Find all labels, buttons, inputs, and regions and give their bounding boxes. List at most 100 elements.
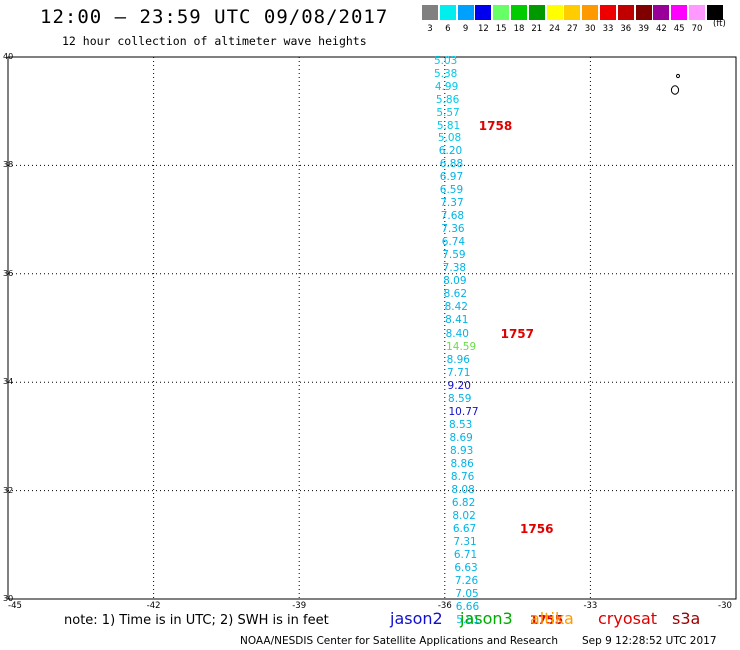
latitude-tick-label: 32: [3, 485, 14, 495]
swh-value: 7.38: [442, 262, 467, 275]
credit-text: NOAA/NESDIS Center for Satellite Applica…: [240, 635, 558, 647]
colorbar-label: 70: [691, 24, 703, 34]
colorbar-swatch: [493, 5, 510, 20]
map-frame: [7, 56, 737, 600]
chart-title: 12:00 – 23:59 UTC 09/08/2017: [40, 6, 389, 28]
colorbar-label: 12: [477, 24, 489, 34]
swh-value: 8.69: [449, 431, 473, 444]
colorbar-label: 45: [673, 24, 685, 34]
satellite-jason2: jason2: [390, 609, 443, 628]
swh-value: 8.02: [452, 509, 476, 522]
swh-value: 8.42: [444, 301, 468, 314]
swh-value: 4.99: [434, 81, 459, 94]
swh-value: 6.20: [438, 145, 463, 158]
latitude-tick-label: 36: [3, 268, 14, 278]
swh-value: 7.59: [442, 249, 466, 262]
longitude-tick-label: -33: [583, 601, 598, 611]
swh-value: 7.71: [447, 366, 471, 379]
swh-value: 6.63: [454, 561, 478, 574]
colorbar-label: 30: [584, 24, 596, 34]
latitude-tick-label: 34: [3, 377, 14, 387]
colorbar-swatch: [457, 5, 474, 20]
colorbar-swatch: [600, 5, 616, 20]
swh-value: 8.08: [451, 483, 475, 496]
swh-value: 5.38: [433, 68, 458, 81]
swh-value: 8.40: [445, 327, 469, 340]
colorbar-label: 9: [462, 24, 469, 34]
swh-value: 5.81: [456, 613, 480, 626]
pass-time-label: 1755: [529, 612, 564, 627]
latitude-tick-label: 40: [3, 52, 14, 61]
chart-subtitle: 12 hour collection of altimeter wave hei…: [62, 34, 367, 48]
swh-value: 5.81: [436, 119, 461, 132]
colorbar-swatch: [439, 5, 456, 20]
swh-value: 8.41: [445, 314, 469, 327]
swh-value: 7.31: [453, 535, 477, 548]
pass-time-label: 1757: [500, 326, 535, 341]
swh-value: 6.67: [452, 522, 477, 535]
longitude-tick-label: -30: [718, 601, 732, 611]
colorbar-swatch: [635, 5, 652, 20]
colorbar-swatch: [475, 5, 492, 20]
swh-value: 6.97: [439, 171, 464, 184]
swh-value: 10.77: [448, 405, 479, 418]
satellite-altika: altika: [530, 609, 574, 628]
swh-value: 6.71: [453, 548, 478, 561]
colorbar-label: 27: [566, 24, 578, 34]
colorbar-swatch: [528, 5, 545, 20]
swh-value: 6.59: [439, 184, 464, 197]
island-outline-icon: [670, 73, 680, 95]
swh-value: 7.68: [440, 210, 465, 223]
longitude-tick-label: -36: [437, 601, 452, 611]
colorbar-label: 18: [513, 24, 525, 34]
note-text: note: 1) Time is in UTC; 2) SWH is in fe…: [64, 613, 329, 628]
colorbar-label: 21: [531, 24, 543, 34]
colorbar-label: 42: [655, 24, 667, 34]
grid-lines: [8, 57, 736, 599]
swh-value: 5.57: [436, 106, 460, 119]
longitude-tick-label: -45: [8, 601, 22, 611]
pass-time-label: 1756: [520, 521, 554, 536]
colorbar-swatch: [689, 5, 705, 20]
colorbar-label: 36: [620, 24, 632, 34]
colorbar-label: 39: [638, 24, 649, 34]
colorbar-swatch: [546, 5, 563, 20]
satellite-cryosat: cryosat: [598, 609, 658, 628]
swh-value: 5.03: [433, 55, 458, 68]
swh-value: 7.36: [441, 223, 465, 236]
swh-value: 8.62: [443, 288, 468, 301]
swh-value: 6.66: [455, 600, 480, 613]
swh-value: 8.76: [450, 470, 475, 483]
longitude-tick-label: -39: [292, 601, 307, 611]
colorbar-label: 33: [602, 24, 614, 34]
swh-value: 8.93: [449, 444, 474, 457]
swh-value: 8.53: [448, 418, 473, 431]
swh-value: 5.86: [435, 94, 460, 107]
colorbar-label: 15: [495, 24, 507, 34]
colorbar-label: 3: [427, 24, 433, 34]
swh-value: 6.82: [451, 496, 476, 509]
swh-value: 6.88: [439, 158, 464, 171]
swh-value: 8.59: [448, 392, 472, 405]
colorbar-swatch: [564, 5, 581, 20]
longitude-tick-label: -42: [146, 601, 161, 611]
generated-timestamp: Sep 9 12:28:52 UTC 2017: [582, 635, 717, 647]
swh-value: 9.20: [447, 379, 471, 392]
satellite-s3a: s3a: [672, 609, 701, 628]
map-plot-area: [7, 56, 737, 600]
swh-value: 8.86: [450, 457, 474, 470]
swh-value: 7.26: [454, 574, 479, 587]
colorbar-swatch: [617, 5, 634, 20]
colorbar-swatch: [706, 5, 723, 20]
colorbar-swatch: [422, 5, 438, 20]
swh-value: 5.08: [437, 132, 462, 145]
colorbar-swatch: [671, 5, 688, 20]
colorbar-label: 6: [445, 24, 451, 34]
satellite-jason3: jason3: [460, 609, 513, 628]
swh-value: 7.37: [440, 197, 464, 210]
colorbar-swatch: [511, 5, 527, 20]
colorbar-label: 24: [549, 24, 560, 34]
colorbar-swatch: [582, 5, 599, 20]
swh-value: 8.09: [443, 275, 467, 288]
swh-value: 6.74: [441, 236, 466, 249]
